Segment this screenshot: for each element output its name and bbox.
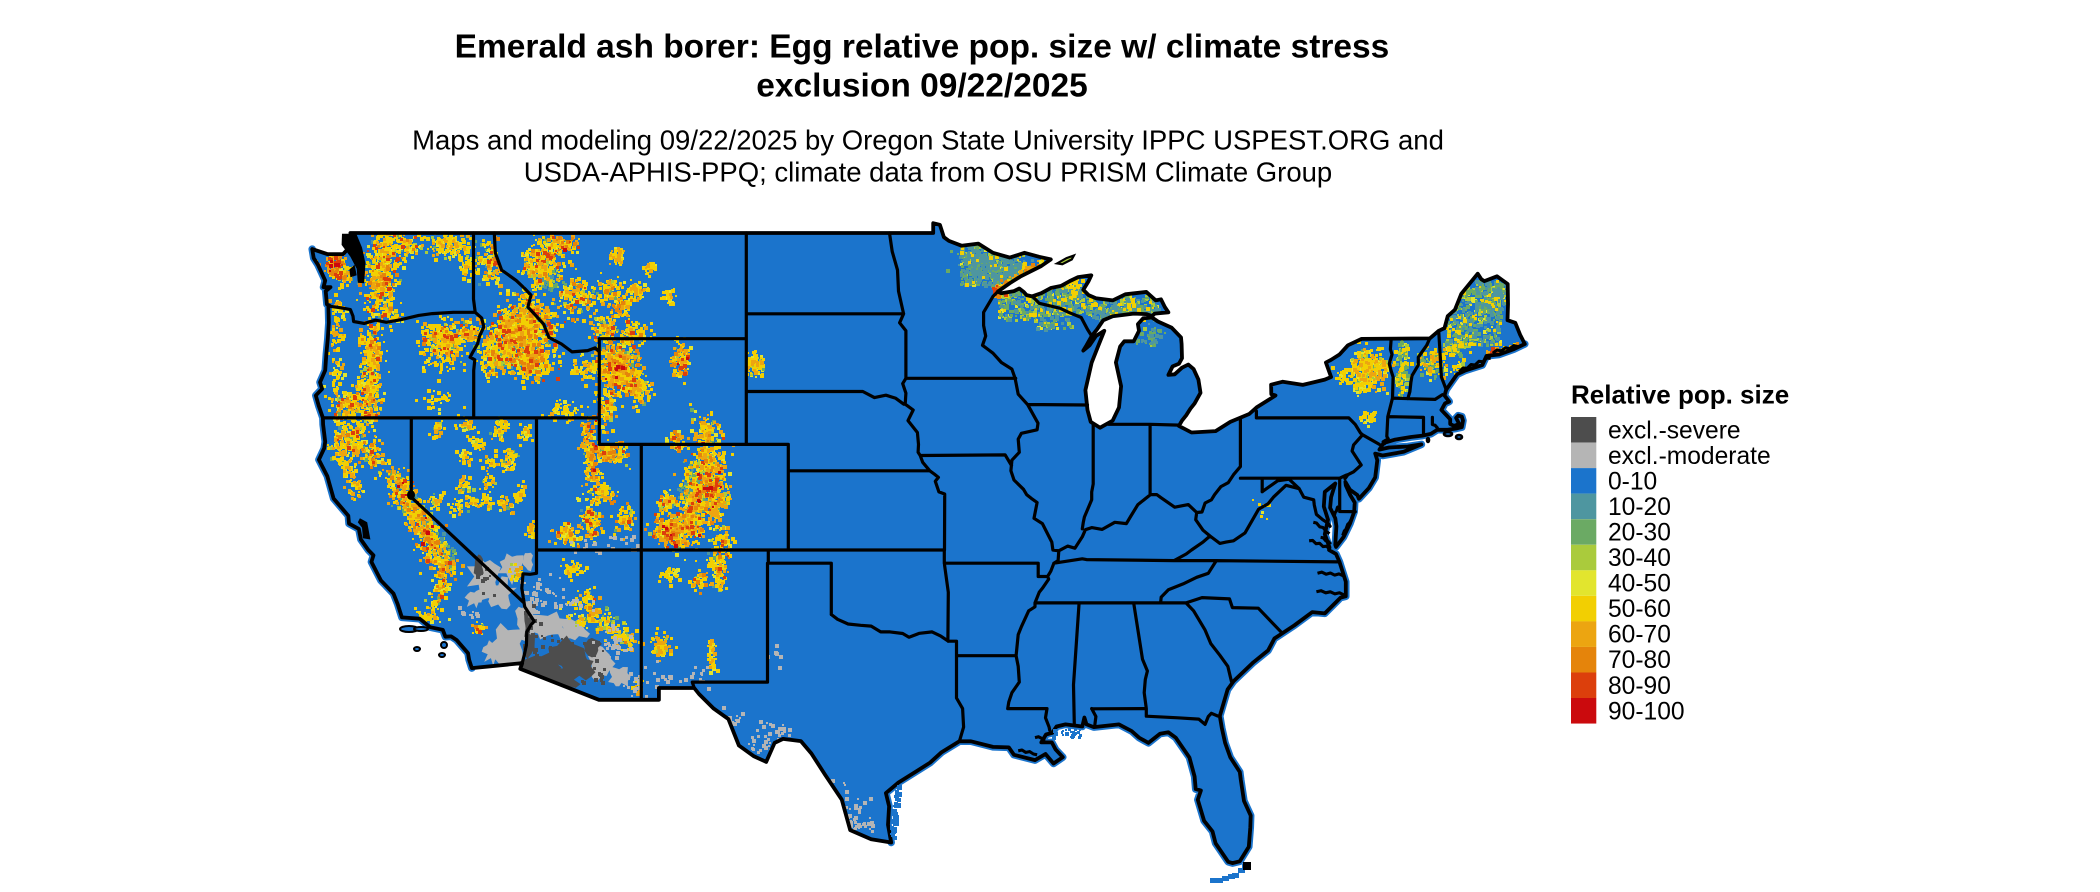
svg-text:70-80: 70-80 <box>1608 647 1671 674</box>
svg-text:50-60: 50-60 <box>1608 596 1671 623</box>
svg-text:Emerald ash borer: Egg relativ: Emerald ash borer: Egg relative pop. siz… <box>455 29 1390 66</box>
svg-text:Maps and modeling 09/22/2025 b: Maps and modeling 09/22/2025 by Oregon S… <box>412 124 1444 155</box>
svg-text:80-90: 80-90 <box>1608 673 1671 700</box>
svg-text:30-40: 30-40 <box>1608 545 1671 572</box>
svg-text:USDA-APHIS-PPQ; climate data f: USDA-APHIS-PPQ; climate data from OSU PR… <box>524 156 1332 187</box>
svg-text:excl.-severe: excl.-severe <box>1608 417 1741 444</box>
svg-text:40-50: 40-50 <box>1608 571 1671 598</box>
svg-text:excl.-moderate: excl.-moderate <box>1608 443 1771 470</box>
svg-text:20-30: 20-30 <box>1608 520 1671 547</box>
svg-text:exclusion 09/22/2025: exclusion 09/22/2025 <box>756 68 1088 105</box>
svg-text:Relative pop. size: Relative pop. size <box>1571 380 1789 410</box>
svg-text:60-70: 60-70 <box>1608 622 1671 649</box>
svg-text:10-20: 10-20 <box>1608 494 1671 521</box>
svg-text:90-100: 90-100 <box>1608 698 1685 725</box>
svg-text:0-10: 0-10 <box>1608 468 1657 495</box>
